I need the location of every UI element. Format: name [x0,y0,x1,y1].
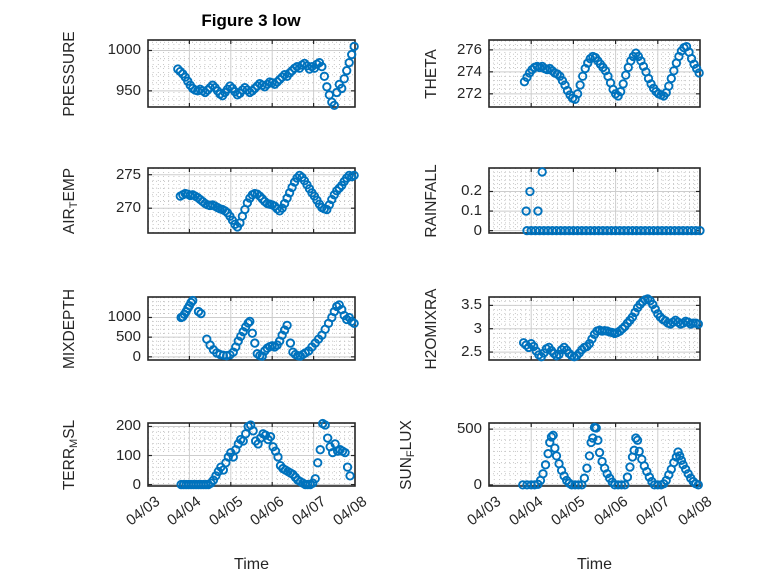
y-tick-label: 0 [132,475,141,493]
y-tick-label: 200 [115,417,141,435]
y-axis-label-pressure: PRESSURE [61,31,79,116]
series-mixdepth [176,295,359,361]
y-tick-label: 1000 [107,308,141,326]
plot-area-sun_flux [488,422,703,490]
y-tick-label: 2.5 [461,343,482,361]
subplot-terr_msl [147,418,356,490]
y-axis-label-sun_flux: SUNFLUX [398,419,418,490]
y-tick-label: 274 [456,62,482,80]
plot-area-h2omixra [488,294,703,362]
plot-area-terr_msl [147,418,356,490]
y-tick-label: 270 [115,199,141,217]
y-tick-label: 100 [115,446,141,464]
plot-area-theta [488,39,704,108]
subplot-sun_flux [488,422,703,490]
y-tick-label: 1000 [107,41,141,59]
y-axis-label-subscript: T [68,201,81,208]
x-axis-title: Time [577,556,612,573]
y-tick-label: 272 [456,84,482,102]
y-axis-label-text: THETA [423,48,440,99]
x-tick-label: 04/05 [548,493,589,530]
y-axis-label-rainfall: RAINFALL [423,164,441,237]
y-tick-label: 950 [115,81,141,99]
y-axis-label-h2omixra: H2OMIXRA [423,288,441,369]
subplot-theta [488,39,704,108]
y-axis-label-mixdepth: MIXDEPTH [61,288,79,368]
x-tick-label: 04/03 [123,493,164,530]
x-tick-label: 04/03 [464,493,505,530]
plot-area-air_temp [147,167,359,234]
y-tick-label: 0.1 [461,202,482,220]
y-tick-label: 0.2 [461,182,482,200]
plot-area-mixdepth [147,295,359,361]
x-tick-label: 04/05 [205,493,247,530]
x-tick-label: 04/04 [164,493,205,530]
y-axis-label-text: TERR [61,447,78,490]
x-axis-title: Time [234,556,269,573]
x-tick-label: 04/06 [590,493,631,530]
plot-area-rainfall [488,167,705,236]
y-tick-label: 0 [473,221,482,239]
series-terr_msl [176,418,355,490]
series-air_temp [175,170,359,232]
y-axis-label-theta: THETA [423,49,441,99]
y-tick-label: 0 [132,347,141,365]
y-tick-label: 3 [473,319,482,337]
x-tick-label: 04/04 [506,493,547,530]
series-rainfall [521,167,705,236]
y-axis-label-text: SUN [398,456,415,490]
y-tick-label: 500 [115,328,141,346]
y-axis-label-text: PRESSURE [61,30,78,117]
y-tick-label: 500 [456,420,482,438]
y-axis-label-text: H2OMIXRA [423,288,440,369]
x-tick-label: 04/07 [632,493,674,530]
x-tick-label: 04/07 [288,493,329,530]
y-tick-label: 0 [473,475,482,493]
series-sun_flux [518,422,703,490]
x-tick-label: 04/08 [675,493,716,530]
subplot-h2omixra [488,294,703,362]
subplot-air_temp [147,167,359,234]
y-axis-label-text: LUX [398,419,415,450]
subplot-mixdepth [147,295,359,361]
x-tick-label: 04/08 [330,493,371,530]
subplot-pressure [147,39,359,111]
figure-title: Figure 3 low [201,11,301,30]
y-axis-label-text: MIXDEPTH [61,288,78,369]
y-axis-label-terr_msl: TERRMSL [61,419,81,490]
y-axis-label-air_temp: AIRTEMP [61,167,81,234]
series-h2omixra [518,294,703,362]
y-axis-label-text: RAINFALL [423,163,440,238]
series-pressure [173,41,359,111]
plot-area-pressure [147,39,359,111]
y-tick-label: 276 [456,40,482,58]
y-tick-label: 275 [115,165,141,183]
y-axis-label-text: EMP [61,167,78,202]
y-tick-label: 3.5 [461,296,482,314]
y-axis-label-subscript: M [68,438,81,448]
series-theta [519,41,704,104]
y-axis-label-subscript: F [405,449,418,457]
x-tick-label: 04/06 [247,493,288,530]
y-axis-label-text: AIR [61,207,78,234]
y-axis-label-text: SL [61,419,78,439]
subplot-rainfall [488,167,705,236]
